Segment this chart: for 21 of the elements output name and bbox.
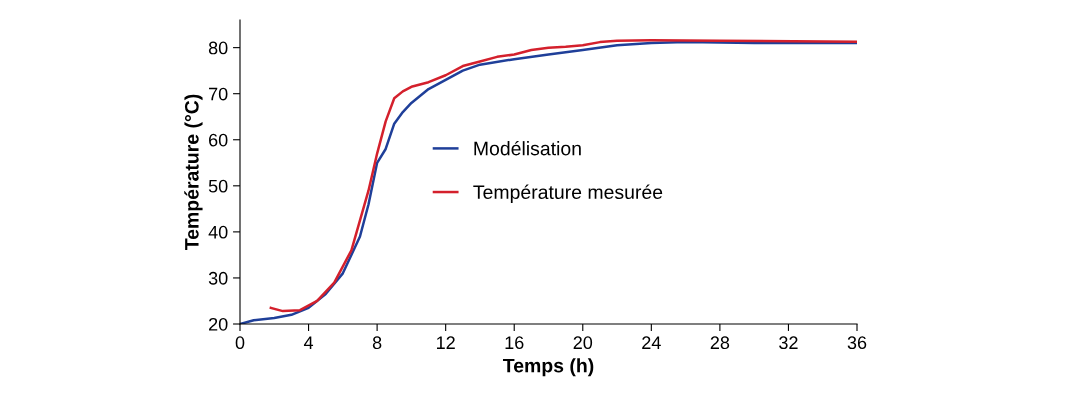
x-tick-label: 16: [505, 336, 524, 350]
y-tick-label: 30: [208, 271, 228, 285]
y-tick-label: 20: [209, 317, 228, 331]
x-axis-title: Temps (h): [502, 358, 594, 377]
y-tick-label: 50: [208, 179, 228, 193]
x-tick-label: 32: [779, 336, 798, 350]
x-tick-label: 28: [710, 336, 730, 350]
legend-label: Température mesurée: [473, 184, 663, 203]
x-tick-label: 4: [303, 336, 314, 349]
x-tick-label: 20: [573, 336, 593, 350]
x-tick-label: 24: [642, 336, 661, 349]
y-tick-label: 70: [209, 87, 228, 101]
y-tick-label: 80: [208, 41, 228, 55]
x-tick-label: 8: [372, 336, 382, 350]
legend-label: Modélisation: [474, 140, 581, 156]
y-tick-label: 60: [209, 133, 228, 147]
x-tick-label: 36: [847, 336, 867, 350]
y-axis-title: Température (°C): [184, 94, 203, 251]
x-tick-label: 12: [437, 336, 455, 349]
y-tick-label: 40: [208, 225, 228, 239]
x-tick-label: 0: [235, 336, 245, 350]
